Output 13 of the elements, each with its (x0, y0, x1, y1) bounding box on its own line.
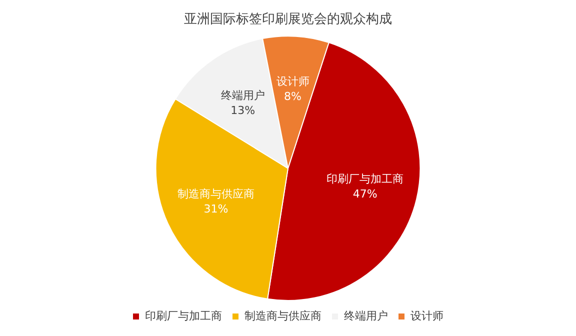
data-label: 13% (230, 104, 256, 117)
data-label: 8% (284, 90, 302, 103)
slice-label: 印刷厂与加工商 (326, 172, 404, 186)
slice-label: 设计师 (276, 74, 310, 88)
data-label: 31% (204, 202, 228, 216)
chart-title: 亚洲国际标签印刷展览会的观众构成 (184, 12, 392, 28)
legend-label: 设计师 (410, 309, 444, 322)
legend-label: 印刷厂与加工商 (145, 309, 222, 322)
slice-label: 终端用户 (220, 88, 265, 102)
legend-label: 终端用户 (344, 309, 388, 322)
legend-label: 制造商与供应商 (244, 309, 322, 322)
data-label: 47% (352, 188, 378, 201)
slice-label: 制造商与供应商 (177, 187, 254, 200)
